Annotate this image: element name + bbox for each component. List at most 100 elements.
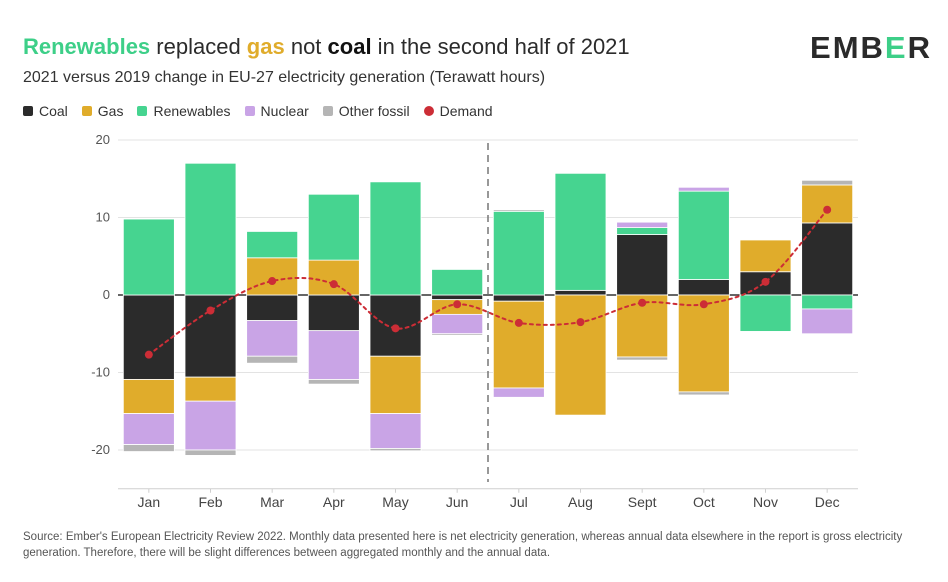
y-tick-label: 10 bbox=[96, 210, 110, 225]
x-tick-label: Jul bbox=[510, 494, 528, 510]
demand-point bbox=[453, 300, 462, 309]
coal-bar bbox=[307, 294, 360, 332]
gas-bar bbox=[677, 294, 730, 393]
demand-point bbox=[638, 298, 647, 307]
gas-bar bbox=[184, 376, 237, 402]
x-tick-label: Jan bbox=[138, 494, 161, 510]
ember-logo: EMBER bbox=[810, 30, 932, 66]
coal-bar bbox=[246, 294, 299, 321]
legend-swatch-nuclear bbox=[244, 106, 255, 116]
legend-label-demand: Demand bbox=[439, 103, 493, 119]
bars bbox=[122, 162, 854, 456]
demand-series bbox=[144, 205, 832, 359]
demand-line bbox=[147, 208, 829, 356]
demand-point bbox=[329, 280, 338, 289]
title-text-3: in the second half of 2021 bbox=[371, 34, 630, 59]
y-tick-label: -20 bbox=[91, 442, 110, 457]
other-fossil-bar bbox=[307, 379, 360, 385]
chart-legend: Coal Gas Renewables Nuclear Other fossil… bbox=[23, 103, 493, 119]
x-tick-label: Feb bbox=[198, 494, 222, 510]
renewables-bar bbox=[554, 172, 607, 291]
legend-item-other-fossil: Other fossil bbox=[322, 103, 410, 119]
demand-point bbox=[699, 300, 708, 309]
x-tick-label: Mar bbox=[260, 494, 284, 510]
gas-bar bbox=[554, 294, 607, 416]
other-fossil-bar bbox=[616, 356, 669, 361]
logo-text-2: E bbox=[884, 30, 908, 65]
other-fossil-bar bbox=[184, 449, 237, 456]
x-tick-label: Dec bbox=[815, 494, 840, 510]
renewables-bar bbox=[184, 162, 237, 296]
nuclear-bar bbox=[616, 221, 669, 228]
source-note: Source: Ember's European Electricity Rev… bbox=[23, 531, 903, 559]
y-tick-label: 0 bbox=[103, 287, 110, 302]
coal-bar bbox=[554, 289, 607, 296]
gas-bar bbox=[369, 355, 422, 414]
legend-swatch-demand bbox=[423, 106, 434, 116]
gas-bar bbox=[122, 379, 175, 414]
axes: -20 -10 0 10 20 Jan Feb Mar Apr May Jun Jul Aug Sept O… bbox=[91, 132, 858, 510]
x-tick-label: May bbox=[382, 494, 408, 510]
title-text-2: not bbox=[284, 34, 328, 59]
renewables-bar bbox=[677, 190, 730, 280]
other-fossil-bar bbox=[246, 355, 299, 364]
nuclear-bar bbox=[431, 313, 484, 335]
legend-item-renewables: Renewables bbox=[137, 103, 231, 119]
legend-item-coal: Coal bbox=[23, 103, 68, 119]
gas-bar bbox=[739, 239, 792, 273]
title-coal: coal bbox=[327, 34, 372, 59]
demand-point bbox=[514, 318, 523, 327]
gas-bar bbox=[492, 300, 545, 389]
y-tick-label: -10 bbox=[91, 365, 110, 380]
title-renewables: Renewables bbox=[23, 34, 151, 59]
legend-label-gas: Gas bbox=[97, 103, 124, 119]
x-tick-label: Apr bbox=[323, 494, 345, 510]
demand-point bbox=[206, 306, 215, 315]
legend-item-gas: Gas bbox=[81, 103, 124, 119]
demand-point bbox=[761, 277, 770, 286]
logo-text-3: R bbox=[907, 30, 932, 65]
renewables-bar bbox=[431, 269, 484, 296]
nuclear-bar bbox=[307, 330, 360, 380]
renewables-bar bbox=[246, 231, 299, 259]
legend-item-demand: Demand bbox=[423, 103, 493, 119]
coal-bar bbox=[492, 294, 545, 302]
legend-label-nuclear: Nuclear bbox=[260, 103, 309, 119]
title-text-1: replaced bbox=[150, 34, 247, 59]
legend-label-renewables: Renewables bbox=[153, 103, 231, 119]
legend-swatch-coal bbox=[23, 106, 33, 116]
nuclear-bar bbox=[801, 308, 854, 335]
renewables-bar bbox=[492, 210, 545, 296]
other-fossil-bar bbox=[492, 209, 545, 212]
renewables-bar bbox=[801, 294, 854, 310]
legend-label-other-fossil: Other fossil bbox=[338, 103, 410, 119]
x-tick-label: Sept bbox=[628, 494, 657, 510]
demand-point bbox=[576, 318, 585, 327]
coal-bar bbox=[801, 222, 854, 296]
demand-point bbox=[144, 350, 153, 359]
x-tick-label: Oct bbox=[693, 494, 715, 510]
other-fossil-bar bbox=[801, 179, 854, 186]
gas-bar bbox=[801, 184, 854, 224]
y-tick-label: 20 bbox=[96, 132, 110, 147]
coal-bar bbox=[122, 294, 175, 380]
legend-swatch-other-fossil bbox=[322, 106, 333, 116]
legend-swatch-renewables bbox=[137, 106, 148, 116]
other-fossil-bar bbox=[122, 444, 175, 452]
x-tick-label: Nov bbox=[753, 494, 778, 510]
chart-subtitle: 2021 versus 2019 change in EU-27 electri… bbox=[23, 69, 546, 86]
coal-bar bbox=[677, 279, 730, 296]
coal-bar bbox=[431, 294, 484, 301]
gas-bar bbox=[246, 257, 299, 296]
stacked-bar-chart: -20 -10 0 10 20 Jan Feb Mar Apr May Jun Jul Aug Sept O… bbox=[91, 132, 858, 510]
demand-point bbox=[391, 324, 400, 333]
renewables-bar bbox=[616, 227, 669, 235]
legend-label-coal: Coal bbox=[39, 103, 68, 119]
title-gas: gas bbox=[246, 34, 285, 59]
renewables-bar bbox=[739, 294, 792, 332]
legend-swatch-gas bbox=[81, 106, 92, 116]
other-fossil-bar bbox=[369, 448, 422, 452]
nuclear-bar bbox=[184, 400, 237, 451]
coal-bar bbox=[616, 234, 669, 296]
nuclear-bar bbox=[369, 413, 422, 449]
